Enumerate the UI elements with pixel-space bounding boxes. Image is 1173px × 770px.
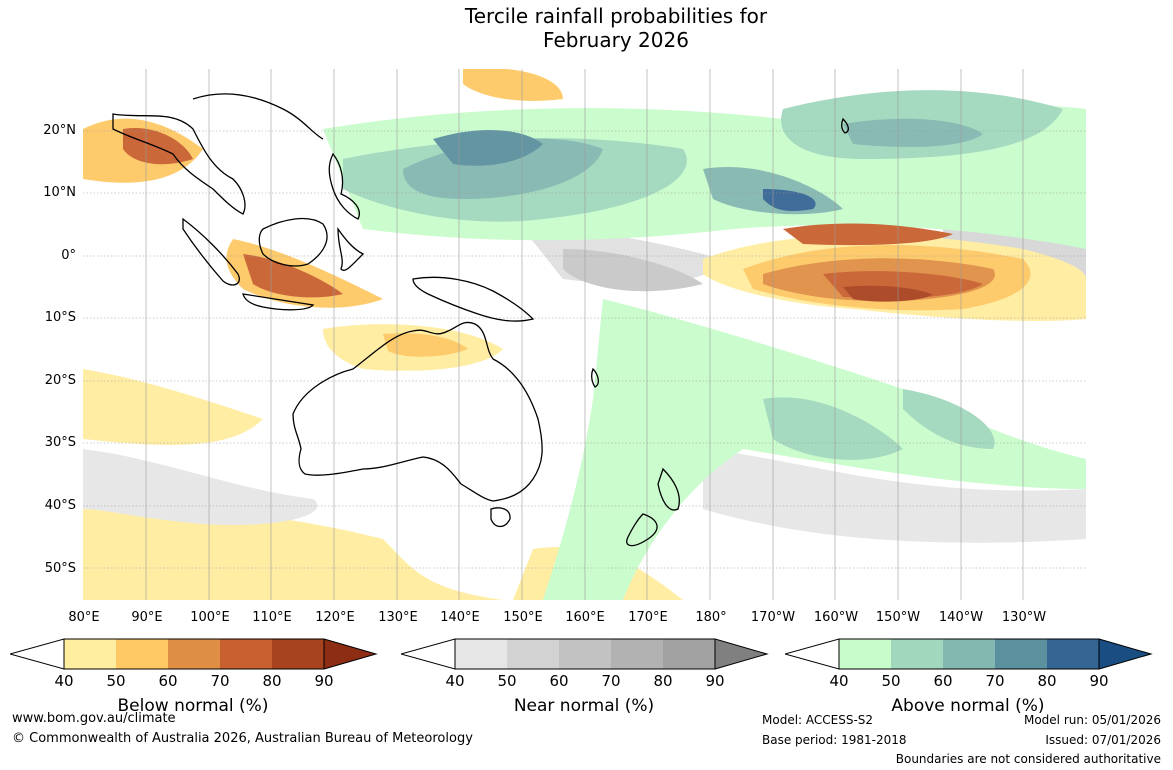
lat-label-10s: 10°S bbox=[44, 310, 76, 325]
cbar-near-tick-70: 70 bbox=[601, 672, 621, 690]
lon-label-170e: 170°E bbox=[628, 610, 668, 625]
title-line-2: February 2026 bbox=[543, 28, 689, 52]
colorbar-near-label: Near normal (%) bbox=[513, 696, 655, 716]
lon-label-80e: 80°E bbox=[68, 610, 100, 625]
colorbar-above-swatch-4 bbox=[995, 639, 1047, 669]
website-link[interactable]: www.bom.gov.au/climate bbox=[12, 711, 176, 726]
colorbar-near-normal bbox=[401, 638, 769, 670]
title-line-1: Tercile rainfall probabilities for bbox=[464, 4, 768, 28]
colorbar-above-normal bbox=[785, 638, 1153, 670]
cbar-above-tick-70: 70 bbox=[985, 672, 1005, 690]
colorbar-near-swatch-1 bbox=[455, 639, 507, 669]
colorbar-below-label: Below normal (%) bbox=[117, 696, 269, 716]
cbar-near-tick-90: 90 bbox=[705, 672, 725, 690]
lat-label-50s: 50°S bbox=[44, 561, 76, 576]
lat-label-20s: 20°S bbox=[44, 373, 76, 388]
probability-map bbox=[83, 69, 1086, 600]
lat-label-40s: 40°S bbox=[44, 498, 76, 513]
lon-label-120e: 120°E bbox=[315, 610, 355, 625]
lat-label-10n: 10°N bbox=[43, 185, 76, 200]
colorbar-below-swatch-1 bbox=[64, 639, 116, 669]
colorbar-near-swatch-2 bbox=[507, 639, 559, 669]
cbar-near-tick-80: 80 bbox=[653, 672, 673, 690]
cbar-above-tick-80: 80 bbox=[1037, 672, 1057, 690]
cbar-above-tick-60: 60 bbox=[933, 672, 953, 690]
cbar-below-tick-90: 90 bbox=[314, 672, 334, 690]
lon-label-130e: 130°E bbox=[378, 610, 418, 625]
colorbar-below-swatch-3 bbox=[168, 639, 220, 669]
lon-label-140e: 140°E bbox=[440, 610, 480, 625]
lon-label-180: 180° bbox=[695, 610, 727, 625]
colorbar-above-extend-low bbox=[785, 638, 840, 670]
lon-label-100e: 100°E bbox=[190, 610, 230, 625]
probability-shading bbox=[83, 69, 1086, 600]
cbar-near-tick-50: 50 bbox=[497, 672, 517, 690]
lat-label-equator: 0° bbox=[61, 248, 76, 263]
colorbar-below-extend-high bbox=[324, 639, 376, 669]
cbar-below-tick-60: 60 bbox=[158, 672, 178, 690]
map-canvas bbox=[83, 69, 1086, 600]
colorbar-near-extend-low bbox=[401, 638, 456, 670]
boundary-disclaimer: Boundaries are not considered authoritat… bbox=[895, 752, 1161, 766]
colorbar-above-swatch-2 bbox=[891, 639, 943, 669]
colorbar-below-extend-low bbox=[10, 638, 65, 670]
lon-label-130w: 130°W bbox=[1001, 610, 1047, 625]
copyright-text: © Commonwealth of Australia 2026, Austra… bbox=[12, 731, 473, 746]
coastlines bbox=[112, 93, 849, 547]
lon-label-140w: 140°W bbox=[938, 610, 984, 625]
cbar-above-tick-90: 90 bbox=[1089, 672, 1109, 690]
colorbar-above-extend-high bbox=[1099, 639, 1151, 669]
cbar-below-tick-80: 80 bbox=[262, 672, 282, 690]
cbar-below-tick-70: 70 bbox=[210, 672, 230, 690]
colorbar-near-swatch-4 bbox=[611, 639, 663, 669]
lon-label-110e: 110°E bbox=[252, 610, 292, 625]
colorbar-below-swatch-2 bbox=[116, 639, 168, 669]
colorbar-below-swatch-5 bbox=[272, 639, 324, 669]
colorbar-above-swatch-3 bbox=[943, 639, 995, 669]
cbar-below-tick-50: 50 bbox=[106, 672, 126, 690]
lon-label-150e: 150°E bbox=[503, 610, 543, 625]
cbar-above-tick-50: 50 bbox=[881, 672, 901, 690]
colorbar-near-extend-high bbox=[715, 639, 767, 669]
issued-date: Issued: 07/01/2026 bbox=[1045, 733, 1161, 747]
colorbar-above-label: Above normal (%) bbox=[891, 696, 1045, 716]
lon-label-150w: 150°W bbox=[875, 610, 921, 625]
base-period: Base period: 1981-2018 bbox=[762, 733, 907, 747]
cbar-near-tick-40: 40 bbox=[445, 672, 465, 690]
lat-label-20n: 20°N bbox=[43, 123, 76, 138]
cbar-below-tick-40: 40 bbox=[54, 672, 74, 690]
lon-label-160e: 160°E bbox=[565, 610, 605, 625]
cbar-near-tick-60: 60 bbox=[549, 672, 569, 690]
chart-title: Tercile rainfall probabilities for Febru… bbox=[0, 4, 1173, 52]
lon-label-90e: 90°E bbox=[131, 610, 163, 625]
model-run-date: Model run: 05/01/2026 bbox=[1023, 713, 1161, 727]
colorbar-below-swatch-4 bbox=[220, 639, 272, 669]
colorbar-above-swatch-5 bbox=[1047, 639, 1099, 669]
lon-label-160w: 160°W bbox=[813, 610, 859, 625]
lon-label-170w: 170°W bbox=[750, 610, 796, 625]
model-name: Model: ACCESS-S2 bbox=[762, 713, 874, 727]
lat-label-30s: 30°S bbox=[44, 435, 76, 450]
colorbar-near-swatch-5 bbox=[663, 639, 715, 669]
colorbar-near-swatch-3 bbox=[559, 639, 611, 669]
graticule bbox=[83, 69, 1086, 600]
colorbar-below-normal bbox=[10, 638, 378, 670]
colorbar-above-swatch-1 bbox=[839, 639, 891, 669]
cbar-above-tick-40: 40 bbox=[829, 672, 849, 690]
